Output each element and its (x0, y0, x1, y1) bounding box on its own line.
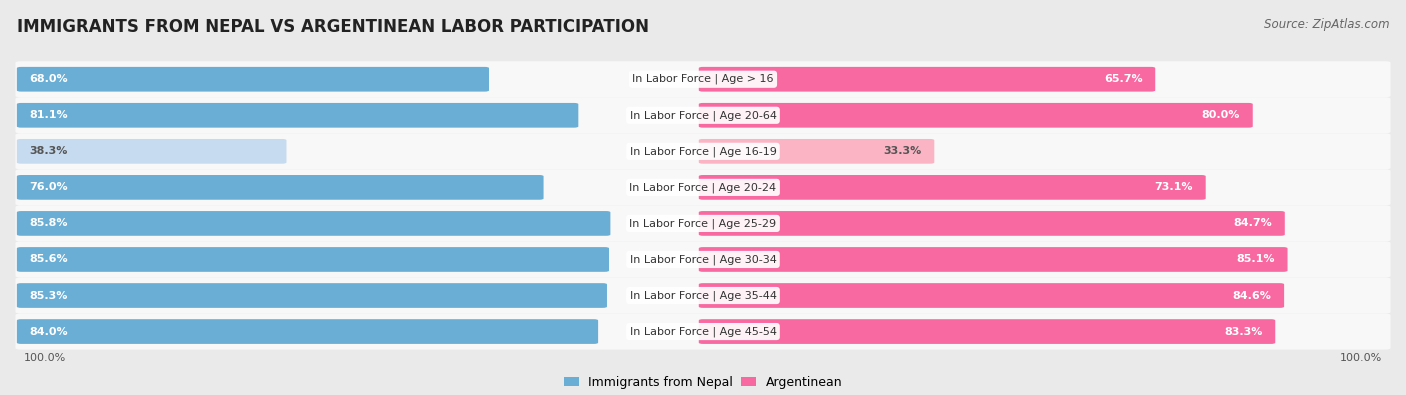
FancyBboxPatch shape (17, 211, 610, 236)
FancyBboxPatch shape (699, 283, 1284, 308)
Text: 84.7%: 84.7% (1233, 218, 1272, 228)
FancyBboxPatch shape (17, 139, 287, 164)
FancyBboxPatch shape (699, 139, 935, 164)
Text: 100.0%: 100.0% (1340, 353, 1382, 363)
FancyBboxPatch shape (17, 67, 489, 92)
FancyBboxPatch shape (15, 277, 1391, 314)
FancyBboxPatch shape (15, 61, 1391, 97)
Text: 81.1%: 81.1% (30, 110, 67, 120)
Text: 84.0%: 84.0% (30, 327, 67, 337)
FancyBboxPatch shape (17, 247, 609, 272)
FancyBboxPatch shape (17, 175, 544, 200)
Text: 65.7%: 65.7% (1104, 74, 1143, 84)
Text: 84.6%: 84.6% (1233, 290, 1271, 301)
FancyBboxPatch shape (15, 169, 1391, 205)
Text: 80.0%: 80.0% (1202, 110, 1240, 120)
Text: In Labor Force | Age > 16: In Labor Force | Age > 16 (633, 74, 773, 85)
FancyBboxPatch shape (699, 67, 1156, 92)
Text: 38.3%: 38.3% (30, 146, 67, 156)
Text: 68.0%: 68.0% (30, 74, 67, 84)
Text: In Labor Force | Age 25-29: In Labor Force | Age 25-29 (630, 218, 776, 229)
Text: IMMIGRANTS FROM NEPAL VS ARGENTINEAN LABOR PARTICIPATION: IMMIGRANTS FROM NEPAL VS ARGENTINEAN LAB… (17, 18, 650, 36)
FancyBboxPatch shape (15, 133, 1391, 169)
Text: 85.1%: 85.1% (1236, 254, 1275, 265)
FancyBboxPatch shape (699, 247, 1288, 272)
FancyBboxPatch shape (17, 319, 598, 344)
Text: In Labor Force | Age 20-24: In Labor Force | Age 20-24 (630, 182, 776, 193)
Text: In Labor Force | Age 30-34: In Labor Force | Age 30-34 (630, 254, 776, 265)
FancyBboxPatch shape (17, 283, 607, 308)
FancyBboxPatch shape (699, 103, 1253, 128)
Text: 83.3%: 83.3% (1225, 327, 1263, 337)
Text: 76.0%: 76.0% (30, 182, 67, 192)
FancyBboxPatch shape (699, 211, 1285, 236)
Text: 73.1%: 73.1% (1154, 182, 1194, 192)
FancyBboxPatch shape (15, 205, 1391, 241)
Text: 33.3%: 33.3% (883, 146, 922, 156)
Text: 100.0%: 100.0% (24, 353, 66, 363)
Legend: Immigrants from Nepal, Argentinean: Immigrants from Nepal, Argentinean (564, 376, 842, 389)
FancyBboxPatch shape (699, 319, 1275, 344)
Text: Source: ZipAtlas.com: Source: ZipAtlas.com (1264, 18, 1389, 31)
Text: In Labor Force | Age 20-64: In Labor Force | Age 20-64 (630, 110, 776, 120)
FancyBboxPatch shape (15, 241, 1391, 277)
FancyBboxPatch shape (15, 97, 1391, 134)
FancyBboxPatch shape (17, 103, 578, 128)
Text: 85.8%: 85.8% (30, 218, 67, 228)
Text: In Labor Force | Age 16-19: In Labor Force | Age 16-19 (630, 146, 776, 156)
Text: In Labor Force | Age 35-44: In Labor Force | Age 35-44 (630, 290, 776, 301)
Text: In Labor Force | Age 45-54: In Labor Force | Age 45-54 (630, 326, 776, 337)
FancyBboxPatch shape (699, 175, 1206, 200)
Text: 85.6%: 85.6% (30, 254, 67, 265)
Text: 85.3%: 85.3% (30, 290, 67, 301)
FancyBboxPatch shape (15, 314, 1391, 350)
